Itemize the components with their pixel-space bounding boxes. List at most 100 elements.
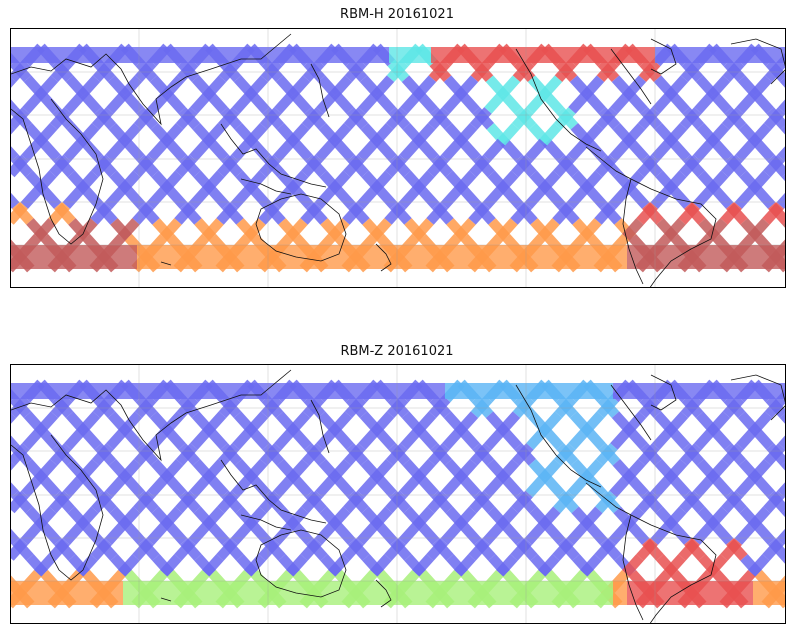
swath-segment (11, 192, 20, 209)
swath-segment (582, 75, 605, 98)
coverage-bottom-cell (641, 245, 655, 269)
swath-segment (119, 122, 142, 146)
swath-segment (314, 522, 337, 545)
swath-segment (580, 218, 602, 241)
coverage-top-cell (599, 47, 613, 63)
swath-segment (458, 474, 481, 498)
swath-segment (552, 538, 575, 561)
coverage-top-cell (305, 47, 319, 63)
swath-segment (526, 91, 548, 114)
swath-segment (133, 443, 156, 466)
swath-segment (596, 395, 619, 419)
swath-segment (484, 91, 506, 114)
swath-segment (512, 395, 535, 419)
swath-segment (470, 59, 493, 83)
swath-segment (764, 59, 785, 83)
coverage-top-cell (683, 383, 697, 399)
swath-segment (248, 138, 271, 162)
coastline (585, 482, 717, 623)
swath-segment (511, 107, 534, 130)
swath-segment (582, 411, 605, 434)
swath-segment (286, 170, 309, 194)
swath-segment (416, 138, 439, 162)
swath-segment (627, 522, 650, 545)
swath-segment (90, 202, 113, 225)
swath-segment (749, 122, 772, 146)
swath-segment (500, 474, 523, 498)
swath-segment (595, 443, 618, 466)
swath-segment (638, 59, 661, 83)
swath-segment (146, 186, 169, 209)
swath-segment (622, 218, 644, 241)
coverage-top-cell (53, 47, 67, 63)
coastlines (11, 33, 785, 287)
swath-segment (132, 538, 155, 561)
swath-segment (91, 443, 114, 466)
swath-segment (678, 202, 701, 225)
coverage-top-cell (109, 47, 123, 63)
swath-segment (175, 443, 198, 466)
coverage-top-cell (403, 47, 417, 63)
swath-segment (328, 554, 350, 577)
coverage-bottom-cell (543, 581, 557, 605)
swath-segment (202, 506, 225, 530)
swath-segment (413, 122, 436, 146)
coverage-top-cell (25, 47, 39, 63)
swath-segment (752, 474, 775, 498)
swath-segment (427, 107, 450, 130)
swath-segment (217, 154, 239, 178)
swath-segment (217, 107, 240, 130)
coastline (255, 193, 347, 262)
gridlines (11, 29, 785, 287)
swath-segment (669, 522, 692, 545)
coverage-bottom-cell (781, 581, 785, 605)
swath-segment (776, 192, 785, 209)
coverage-top-cell (53, 383, 67, 399)
swath-segment (609, 138, 632, 162)
coverage-bottom-cell (403, 245, 417, 269)
map-svg-rbm-z (11, 365, 785, 623)
swath-segment (244, 218, 266, 241)
coastline (375, 243, 392, 272)
swath-segment (468, 538, 491, 561)
swath-segment (217, 490, 239, 514)
swath-segment (496, 506, 519, 530)
swath-segment (175, 107, 198, 130)
coverage-top-cell (781, 383, 785, 399)
swath-segment (454, 554, 476, 577)
swath-segment (344, 395, 367, 419)
swath-segment (412, 506, 435, 530)
swath-segment (749, 458, 772, 482)
coverage-top-cell (179, 383, 193, 399)
swath-segment (372, 75, 395, 98)
swath-segment (566, 186, 589, 209)
swath-segment (218, 59, 241, 83)
swath-segment (356, 522, 379, 545)
swath-segment (301, 490, 323, 514)
swath-segment (585, 522, 608, 545)
swath-segment (721, 154, 743, 178)
coverage-top-cell (123, 383, 137, 399)
coastline (375, 579, 392, 608)
swath-segment (11, 202, 29, 225)
coastline (730, 374, 785, 421)
coastline (650, 38, 677, 75)
swath-segment (176, 395, 199, 419)
swath-segment (736, 427, 758, 450)
swath-segment (622, 554, 644, 577)
swath-segment (217, 443, 240, 466)
swath-segment (259, 490, 281, 514)
swath-segment (610, 427, 632, 450)
coverage-top-cell (683, 47, 697, 63)
coverage-bottom-cell (655, 245, 669, 269)
coverage-bottom-cell (249, 245, 263, 269)
swath-segment (762, 538, 785, 561)
swath-segment (678, 538, 701, 561)
swath-segment (372, 411, 395, 434)
coverage-top-cell (557, 383, 571, 399)
swath-segment (427, 490, 449, 514)
coverage-top-cell (347, 47, 361, 63)
coverage-bottom-cell (235, 581, 249, 605)
coverage-top-cell (263, 383, 277, 399)
swath-segment (356, 186, 379, 209)
